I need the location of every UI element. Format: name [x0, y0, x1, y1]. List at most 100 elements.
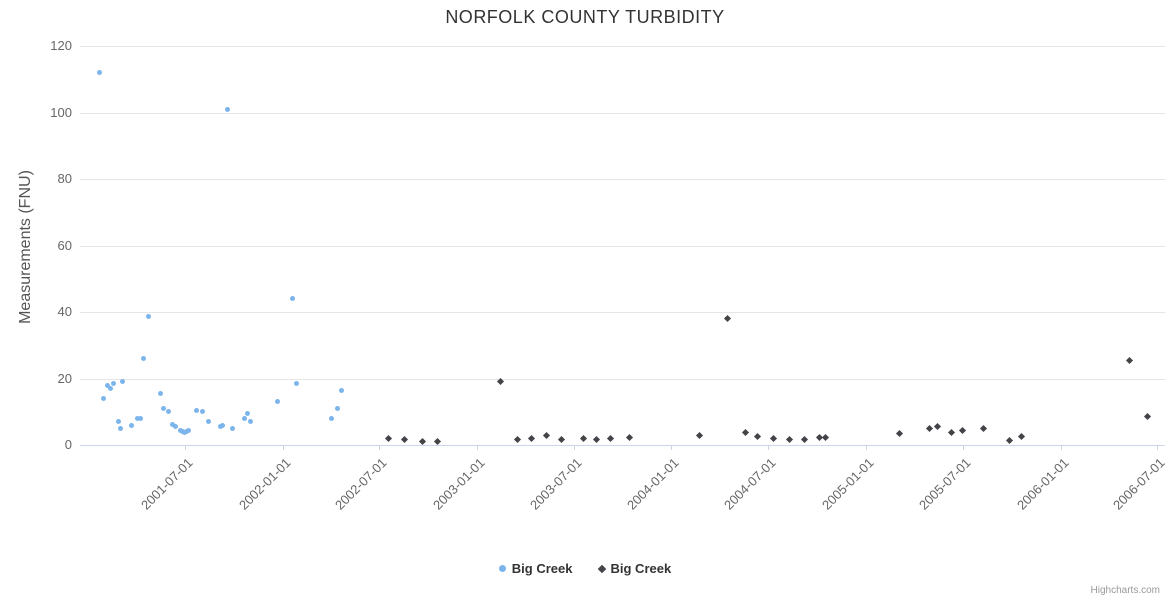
- data-point-series-2[interactable]: [979, 424, 987, 432]
- data-point-series-1[interactable]: [244, 410, 250, 416]
- data-point-series-1[interactable]: [247, 419, 253, 425]
- legend-item-1[interactable]: Big Creek: [498, 561, 573, 576]
- data-point-series-1[interactable]: [199, 409, 205, 415]
- data-point-series-2[interactable]: [579, 434, 587, 442]
- data-point-series-1[interactable]: [224, 106, 230, 112]
- legend-label: Big Creek: [511, 561, 573, 576]
- data-point-series-2[interactable]: [543, 431, 551, 439]
- data-point-series-2[interactable]: [895, 429, 903, 437]
- legend-label: Big Creek: [610, 561, 672, 576]
- data-point-series-1[interactable]: [146, 314, 152, 320]
- data-point-series-1[interactable]: [229, 425, 235, 431]
- data-point-series-1[interactable]: [134, 415, 140, 421]
- x-tick-label: 2006-07-01: [1109, 455, 1168, 513]
- x-tick-label: 2001-07-01: [137, 455, 196, 513]
- data-point-series-2[interactable]: [1125, 356, 1133, 364]
- data-point-series-1[interactable]: [194, 407, 200, 413]
- x-tick-label: 2005-01-01: [819, 455, 877, 513]
- x-tick-mark: [282, 445, 284, 450]
- x-tick-mark: [1060, 445, 1062, 450]
- data-point-series-1[interactable]: [120, 379, 126, 385]
- data-point-series-1[interactable]: [117, 425, 123, 431]
- data-point-series-2[interactable]: [400, 435, 408, 443]
- x-tick-label: 2003-07-01: [526, 455, 585, 513]
- x-tick-mark: [671, 445, 673, 450]
- x-tick-mark: [1157, 445, 1158, 450]
- y-tick-label: 100: [50, 104, 72, 120]
- data-point-series-1[interactable]: [275, 399, 280, 405]
- y-tick-label: 120: [50, 38, 72, 53]
- data-point-series-1[interactable]: [157, 390, 163, 396]
- y-tick-label: 20: [57, 370, 72, 386]
- data-point-series-1[interactable]: [334, 405, 340, 411]
- data-point-series-1[interactable]: [172, 424, 178, 430]
- data-point-series-1[interactable]: [111, 380, 117, 386]
- data-point-series-1[interactable]: [129, 422, 135, 428]
- data-point-series-2[interactable]: [741, 428, 750, 436]
- y-tick-label: 80: [57, 171, 72, 186]
- data-point-series-2[interactable]: [770, 434, 778, 442]
- x-tick-label: 2003-01-01: [430, 455, 488, 513]
- data-point-series-1[interactable]: [289, 296, 295, 302]
- data-point-series-1[interactable]: [165, 409, 171, 415]
- data-point-series-2[interactable]: [801, 435, 809, 443]
- data-point-series-2[interactable]: [754, 433, 762, 441]
- x-tick-mark: [379, 445, 381, 450]
- data-point-series-2[interactable]: [607, 434, 615, 442]
- x-tick-label: 2002-01-01: [235, 455, 294, 513]
- data-point-series-2[interactable]: [947, 428, 956, 436]
- data-point-series-1[interactable]: [100, 395, 106, 401]
- data-point-series-1[interactable]: [170, 421, 176, 427]
- data-point-series-1[interactable]: [115, 419, 121, 425]
- data-point-series-2[interactable]: [433, 437, 441, 445]
- y-tick-label: 0: [64, 437, 72, 452]
- data-point-series-2[interactable]: [1143, 413, 1151, 421]
- data-point-series-2[interactable]: [926, 424, 934, 432]
- data-point-series-2[interactable]: [593, 435, 601, 443]
- data-point-series-2[interactable]: [626, 434, 634, 442]
- y-gridline: [80, 179, 1165, 180]
- data-point-series-1[interactable]: [219, 422, 225, 428]
- data-point-series-2[interactable]: [1005, 436, 1014, 444]
- data-point-series-1[interactable]: [293, 380, 299, 386]
- y-gridline: [80, 312, 1165, 313]
- data-point-series-2[interactable]: [724, 315, 732, 323]
- data-point-series-2[interactable]: [528, 434, 536, 442]
- data-point-series-2[interactable]: [1017, 433, 1025, 441]
- data-point-series-2[interactable]: [696, 431, 704, 439]
- data-point-series-1[interactable]: [138, 415, 144, 421]
- data-point-series-2[interactable]: [821, 434, 829, 442]
- x-tick-label: 2005-07-01: [915, 455, 974, 513]
- y-tick-label: 40: [57, 304, 72, 319]
- x-tick-label: 2004-01-01: [624, 455, 683, 513]
- data-point-series-2[interactable]: [959, 426, 967, 434]
- data-point-series-1[interactable]: [96, 70, 102, 76]
- legend-item-2[interactable]: Big Creek: [597, 561, 672, 576]
- data-point-series-2[interactable]: [496, 378, 504, 386]
- data-point-series-2[interactable]: [384, 434, 392, 442]
- data-point-series-2[interactable]: [786, 435, 794, 443]
- y-gridline: [80, 245, 1165, 247]
- data-point-series-2[interactable]: [558, 435, 566, 443]
- data-point-series-1[interactable]: [328, 415, 334, 421]
- x-axis-line: [80, 445, 1165, 446]
- data-point-series-2[interactable]: [934, 423, 942, 431]
- data-point-series-1[interactable]: [242, 415, 247, 421]
- data-point-series-2[interactable]: [513, 435, 521, 443]
- highcharts-credits-link[interactable]: Highcharts.com: [1090, 585, 1160, 596]
- y-tick-label: 60: [57, 237, 72, 253]
- x-tick-label: 2002-07-01: [332, 455, 390, 513]
- x-tick-mark: [962, 445, 964, 450]
- data-point-series-1[interactable]: [338, 387, 344, 393]
- data-point-series-1[interactable]: [205, 419, 211, 425]
- data-point-series-1[interactable]: [107, 385, 113, 391]
- data-point-series-1[interactable]: [104, 382, 110, 388]
- data-point-series-1[interactable]: [140, 356, 146, 362]
- data-point-series-1[interactable]: [186, 427, 192, 433]
- x-tick-mark: [184, 445, 186, 450]
- data-point-series-1[interactable]: [161, 405, 167, 411]
- y-gridline: [80, 112, 1165, 114]
- diamond-marker-icon: [597, 564, 606, 573]
